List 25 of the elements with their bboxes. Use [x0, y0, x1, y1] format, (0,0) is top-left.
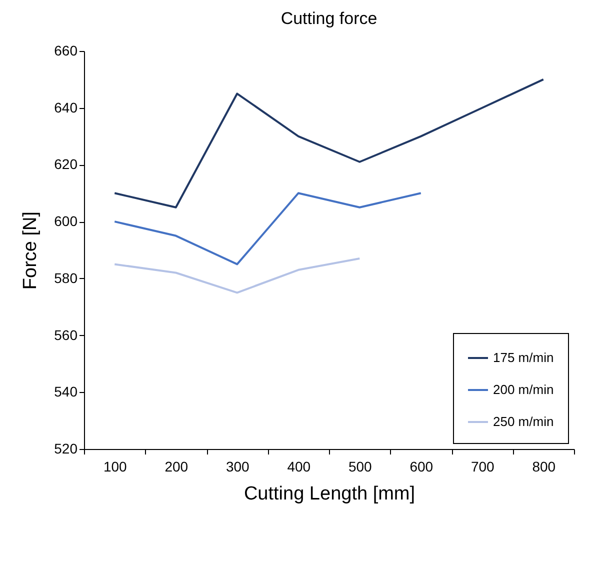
x-tick-label: 100: [103, 458, 128, 474]
y-axis-title: Force [N]: [20, 211, 42, 290]
y-tick-label: 660: [54, 42, 78, 58]
legend-label: 200 m/min: [493, 382, 554, 397]
y-tick-label: 640: [54, 99, 78, 116]
y-tick-label: 520: [54, 440, 78, 456]
x-tick-label: 600: [410, 458, 434, 474]
chart-title: Cutting force: [280, 9, 378, 28]
line-series: [114, 78, 544, 208]
line-series: [114, 192, 422, 266]
x-tick-label: 800: [532, 458, 556, 474]
legend-label: 250 m/min: [493, 414, 554, 429]
y-tick-label: 580: [54, 270, 78, 286]
y-tick-label: 560: [54, 326, 78, 343]
line-series: [114, 258, 361, 294]
y-tick-label: 600: [54, 213, 78, 230]
y-tick-label: 620: [54, 156, 78, 172]
x-tick-label: 500: [348, 458, 372, 474]
legend-label: 175 m/min: [493, 350, 554, 365]
x-axis-title: Cutting Length [mm]: [244, 484, 416, 504]
x-tick-label: 400: [287, 458, 311, 474]
y-tick-label: 540: [54, 384, 78, 400]
x-tick-label: 200: [164, 458, 188, 474]
x-tick-label: 700: [470, 458, 495, 474]
x-tick-label: 300: [226, 458, 250, 474]
